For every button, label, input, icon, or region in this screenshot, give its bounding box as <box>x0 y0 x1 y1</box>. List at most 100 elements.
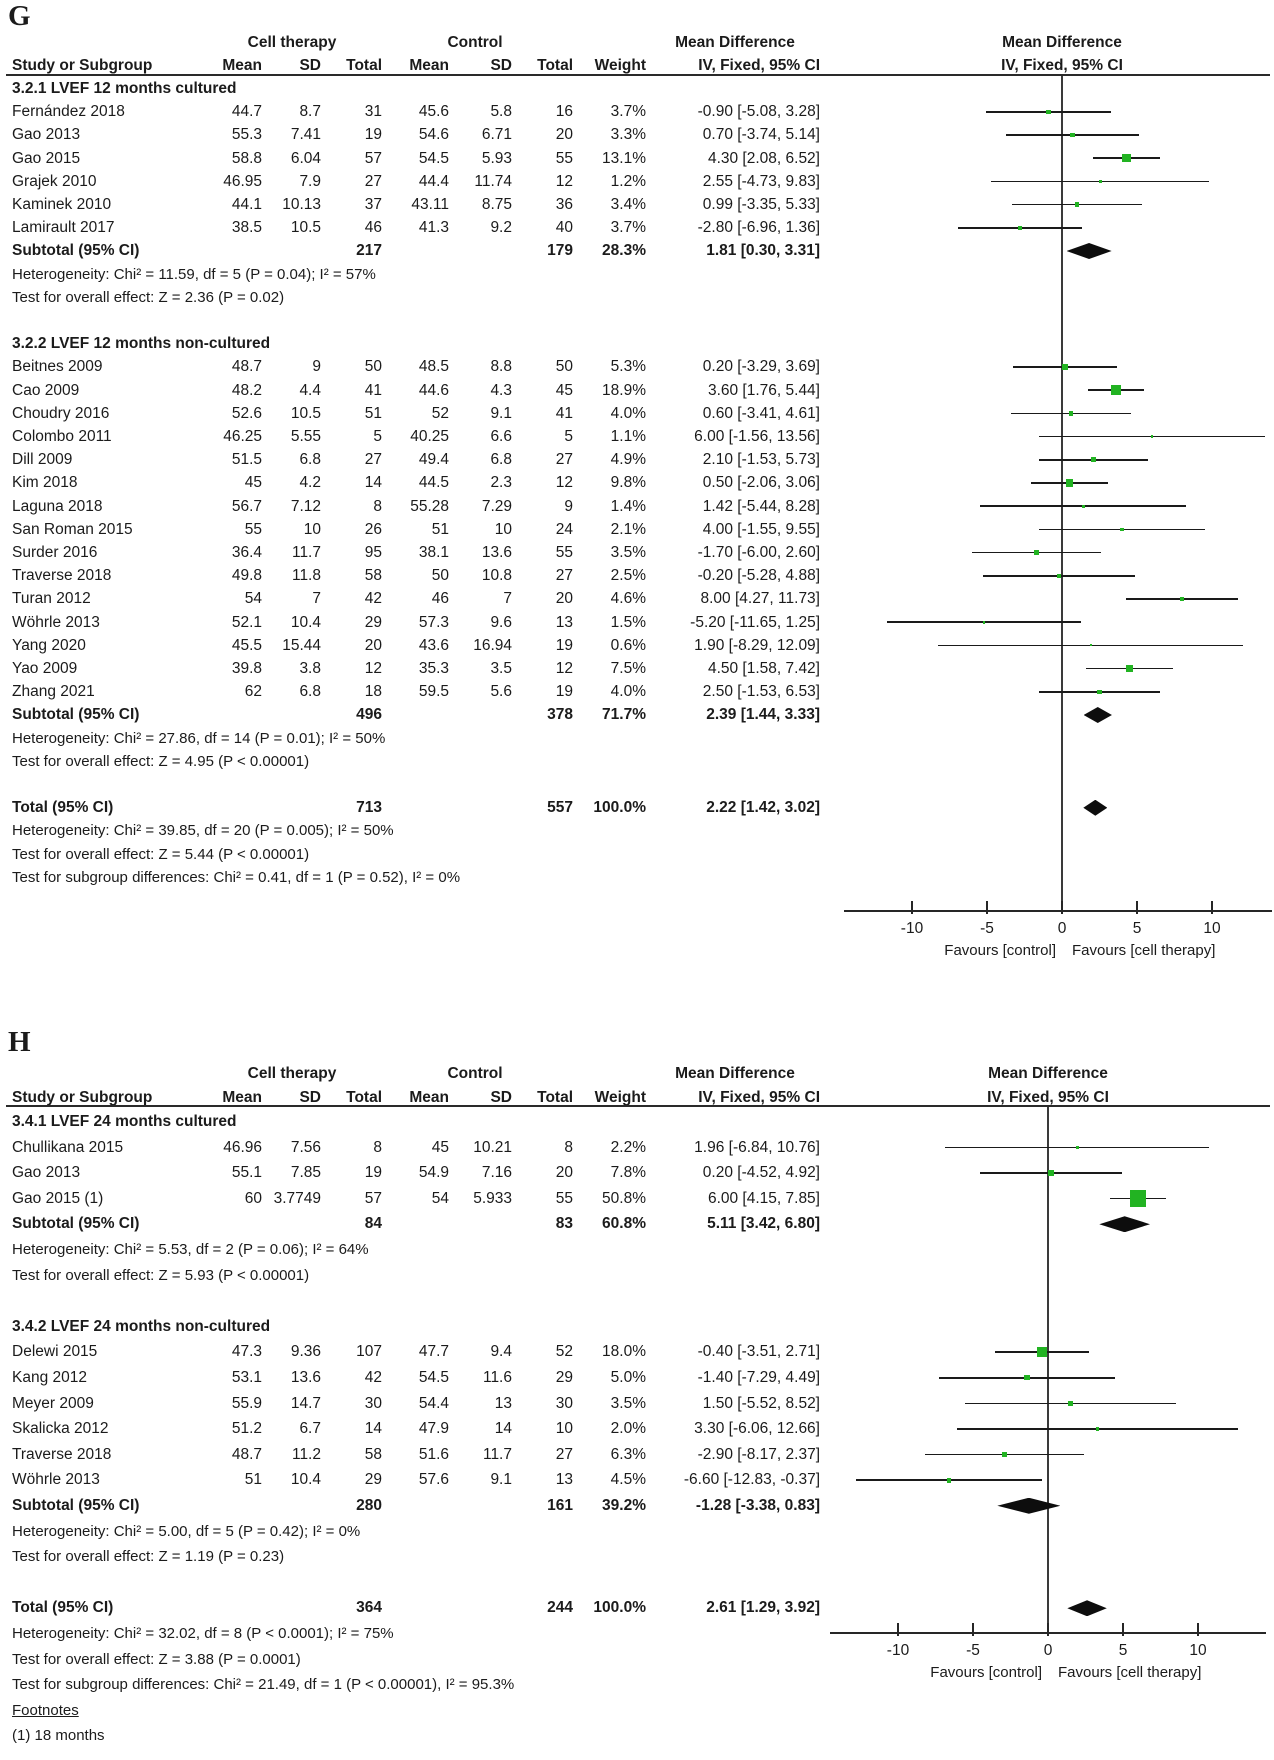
group2-header: Control <box>447 1065 503 1082</box>
weight-value: 4.0% <box>610 404 646 422</box>
total2-value: 52 <box>555 1343 573 1361</box>
pooled-diamond <box>1083 799 1108 816</box>
total2-value: 13 <box>555 613 573 631</box>
total2-value: 27 <box>555 567 573 585</box>
axis-tick-label: -10 <box>900 920 924 937</box>
section-label: 3.2.1 LVEF 12 months cultured <box>12 80 237 97</box>
total2-value: 24 <box>555 520 573 538</box>
weight-value: 18.9% <box>602 381 646 399</box>
effect-square <box>1068 411 1074 416</box>
effect-square <box>1179 596 1185 602</box>
ci-value: 0.70 [-3.74, 5.14] <box>702 126 820 144</box>
weight-value: 50.8% <box>602 1189 646 1207</box>
pooled-diamond <box>997 1497 1061 1514</box>
ci-value: 0.50 [-2.06, 3.06] <box>702 474 820 492</box>
mean2-value: 43.11 <box>411 196 449 213</box>
total1-value: 46 <box>364 219 382 237</box>
mean1-value: 36.4 <box>231 544 262 561</box>
axis-tick <box>1211 901 1213 914</box>
weight-value: 3.3% <box>610 126 646 144</box>
sd1-value: 4.2 <box>299 474 321 492</box>
mean1-value: 56.7 <box>231 497 262 515</box>
sd2-value: 5.93 <box>481 149 512 167</box>
weight-value: 3.4% <box>610 196 646 213</box>
weight-value: 1.1% <box>610 428 646 445</box>
effect-square <box>1057 573 1061 578</box>
weight-value: 100.0% <box>593 1599 646 1617</box>
sd1-value: 11.8 <box>291 567 321 585</box>
study-name: Delewi 2015 <box>12 1343 98 1361</box>
sd1-value: 7.56 <box>290 1138 321 1156</box>
axis-tick-label: 10 <box>1189 1642 1207 1659</box>
effect-square <box>1097 689 1102 695</box>
ci-value: 3.60 [1.76, 5.44] <box>707 381 820 399</box>
sd2-value: 8.75 <box>481 196 512 213</box>
mean2-value: 47.7 <box>418 1343 449 1361</box>
mean1-value: 48.2 <box>231 381 262 399</box>
mean1-value: 44.1 <box>231 196 262 213</box>
mean2-value: 40.25 <box>410 428 449 445</box>
ci-value: 1.90 [-8.29, 12.09] <box>694 636 820 654</box>
total2-value: 179 <box>547 242 573 260</box>
total1-value: 29 <box>364 613 382 631</box>
mean1-value: 46.25 <box>223 428 262 445</box>
study-name: Grajek 2010 <box>12 172 97 190</box>
ci-value: 1.50 [-5.52, 8.52] <box>702 1394 820 1412</box>
mean-col-header: Mean <box>222 1089 262 1106</box>
total1-value: 50 <box>364 358 382 376</box>
total2-value: 50 <box>555 358 573 376</box>
sd-col-header: SD <box>490 1089 512 1106</box>
mean2-value: 45.6 <box>418 103 449 121</box>
favours-right-label: Favours [cell therapy] <box>1058 1664 1202 1681</box>
study-name: Traverse 2018 <box>12 1445 112 1463</box>
ci-value: 0.60 [-3.41, 4.61] <box>702 404 820 422</box>
total1-value: 19 <box>364 126 382 144</box>
ci-value: 2.22 [1.42, 3.02] <box>706 799 820 817</box>
effect-square <box>1098 180 1102 183</box>
mean1-value: 55.3 <box>231 126 262 144</box>
sd1-value: 3.7749 <box>273 1189 321 1207</box>
axis-tick-label: -5 <box>980 920 994 937</box>
favours-left-label: Favours [control] <box>930 1664 1042 1681</box>
weight-value: 2.5% <box>610 567 646 585</box>
ci-value: 2.10 [-1.53, 5.73] <box>702 451 820 469</box>
weight-value: 4.5% <box>610 1471 646 1489</box>
mean2-value: 46 <box>431 590 449 608</box>
effect-square <box>1062 364 1068 370</box>
total1-value: 27 <box>364 172 382 190</box>
ci-value: 0.99 [-3.35, 5.33] <box>702 196 820 213</box>
weight-value: 4.0% <box>610 683 646 701</box>
ci-value: 0.20 [-3.29, 3.69] <box>702 358 820 376</box>
sd1-value: 3.8 <box>299 660 321 677</box>
ci-value: 6.00 [4.15, 7.85] <box>707 1189 820 1207</box>
sd1-value: 6.7 <box>299 1420 321 1438</box>
total2-value: 55 <box>555 544 573 561</box>
sd1-value: 7.12 <box>290 497 321 515</box>
section-label: 3.4.1 LVEF 24 months cultured <box>12 1113 237 1130</box>
mean2-value: 44.6 <box>418 381 449 399</box>
effect-square <box>1126 665 1133 672</box>
ci-value: 1.42 [-5.44, 8.28] <box>702 497 820 515</box>
weight-value: 1.4% <box>610 497 646 515</box>
mean1-value: 55.9 <box>231 1394 262 1412</box>
total1-value: 19 <box>364 1164 382 1182</box>
total1-value: 280 <box>356 1497 382 1514</box>
weight-value: 7.8% <box>610 1164 646 1182</box>
total2-value: 244 <box>547 1599 573 1617</box>
mean1-value: 49.8 <box>231 567 262 585</box>
mean1-value: 47.3 <box>231 1343 262 1361</box>
study-name: Total (95% CI) <box>12 1599 114 1617</box>
mean2-value: 35.3 <box>418 660 449 677</box>
sd1-value: 8.7 <box>299 103 321 121</box>
effect-square <box>1089 644 1092 647</box>
method-col-header: IV, Fixed, 95% CI <box>698 57 820 74</box>
total1-value: 107 <box>356 1343 382 1361</box>
total2-value: 83 <box>555 1215 573 1233</box>
method-col-header: IV, Fixed, 95% CI <box>698 1089 820 1106</box>
sd2-value: 11.7 <box>482 1445 512 1463</box>
group1-header: Cell therapy <box>247 34 337 51</box>
ci-value: 5.11 [3.42, 6.80] <box>707 1215 820 1233</box>
sd1-value: 13.6 <box>290 1369 321 1386</box>
ci-value: 2.55 [-4.73, 9.83] <box>702 172 820 190</box>
total1-value: 18 <box>364 683 382 701</box>
